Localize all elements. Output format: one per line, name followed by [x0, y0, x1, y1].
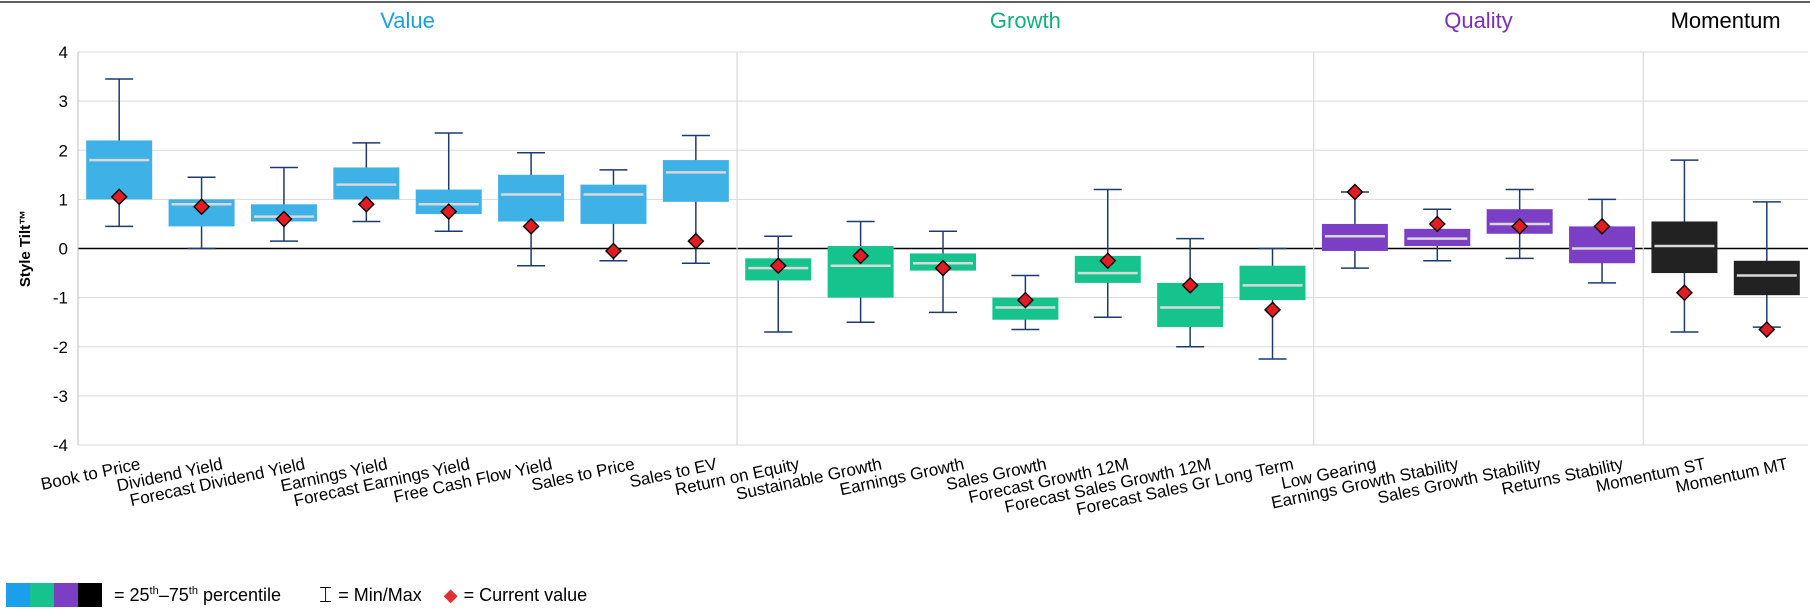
group-title: Quality [1444, 8, 1512, 33]
legend-swatch-growth [30, 583, 54, 607]
current-value-marker [357, 195, 375, 213]
current-value-marker [1758, 321, 1776, 339]
legend-swatch-value [6, 583, 30, 607]
current-value-marker [522, 217, 540, 235]
current-value-marker [852, 247, 870, 265]
current-value-marker [1264, 301, 1282, 319]
style-tilt-chart: -4 -3 -2 -1 0 1 2 3 4 Style Tilt™ Value Growth Quali… [0, 1, 1810, 519]
legend: = 25th–75th percentile ⌶ = Min/Max ◆ = C… [6, 582, 587, 608]
y-tick-label: -4 [53, 436, 68, 455]
current-value-marker [1675, 284, 1693, 302]
current-value-marker [110, 188, 128, 206]
y-tick-label: 3 [59, 92, 68, 111]
legend-minmax-label: = Min/Max [338, 584, 422, 605]
current-value-marker [769, 257, 787, 275]
current-value-marker [1099, 252, 1117, 270]
box [1239, 265, 1306, 301]
diamond-icon: ◆ [443, 584, 458, 605]
y-tick-label: -2 [53, 338, 68, 357]
box [498, 174, 565, 222]
y-tick-label: 4 [59, 43, 68, 62]
box [1733, 260, 1800, 296]
box [580, 184, 647, 224]
current-value-marker [1346, 183, 1364, 201]
legend-swatch-momentum [78, 583, 102, 607]
legend-percentile-label: = 25th–75th percentile [114, 584, 282, 605]
current-value-marker [193, 198, 211, 216]
legend-current-label: = Current value [463, 584, 588, 605]
box [662, 160, 729, 202]
legend-swatch-quality [54, 583, 78, 607]
current-value-marker [1511, 217, 1529, 235]
current-value-marker [1181, 276, 1199, 294]
y-axis-title: Style Tilt™ [17, 210, 34, 287]
current-value-marker [1428, 215, 1446, 233]
group-title: Momentum [1671, 8, 1781, 33]
y-tick-label: -1 [53, 289, 68, 308]
whisker-icon: ⌶ [319, 582, 333, 607]
current-value-marker [1016, 291, 1034, 309]
y-tick-label: -3 [53, 387, 68, 406]
y-tick-label: 0 [59, 240, 68, 259]
y-tick-label: 2 [59, 141, 68, 160]
current-value-marker [275, 210, 293, 228]
current-value-marker [604, 242, 622, 260]
group-title: Value [380, 8, 435, 33]
current-value-marker [440, 203, 458, 221]
y-tick-label: 1 [59, 190, 68, 209]
group-title: Growth [990, 8, 1061, 33]
current-value-marker [934, 259, 952, 277]
current-value-marker [1593, 217, 1611, 235]
current-value-marker [687, 232, 705, 250]
